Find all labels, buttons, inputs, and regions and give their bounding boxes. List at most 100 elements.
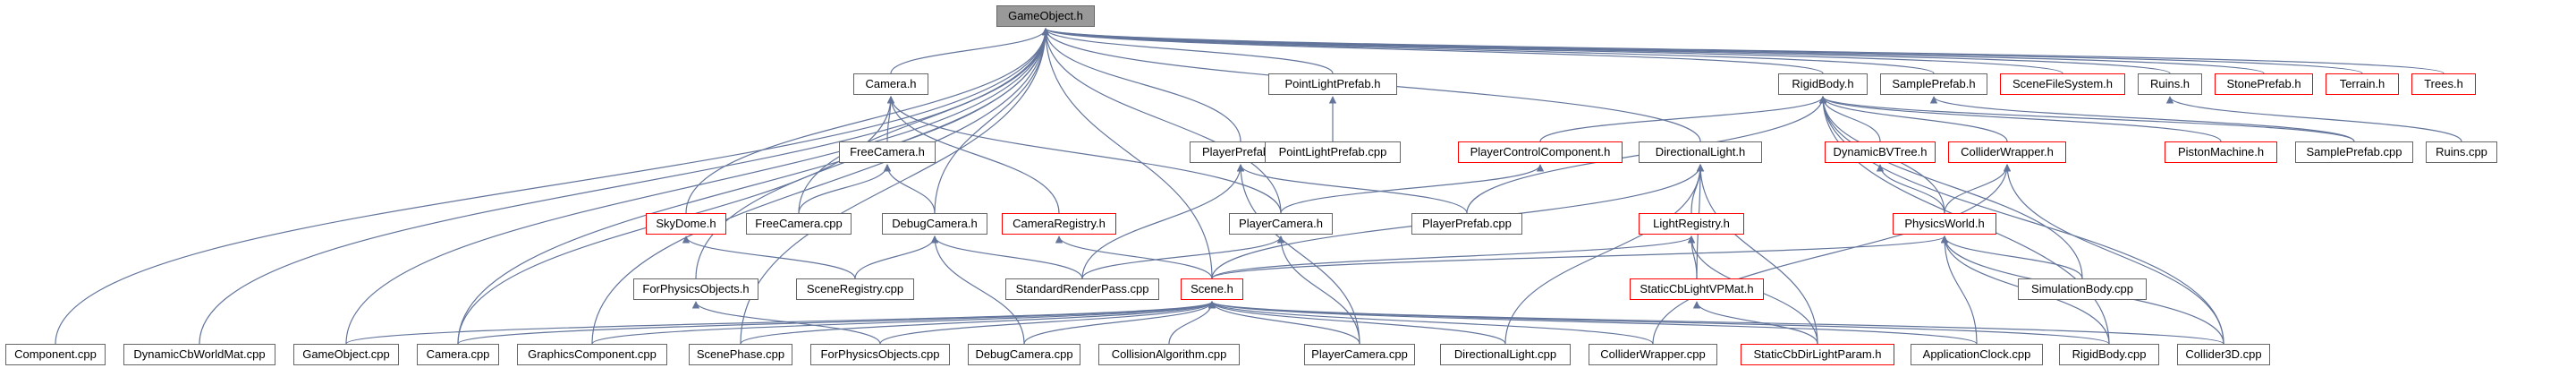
edge-rigidbody_h-playercontrolcomponent_h — [1539, 96, 1827, 142]
node-dynamicbvtree-h[interactable]: DynamicBVTree.h — [1825, 141, 1936, 163]
node-debugcamera-cpp[interactable]: DebugCamera.cpp — [968, 344, 1080, 365]
node-directionallight-cpp[interactable]: DirectionalLight.cpp — [1440, 344, 1571, 365]
edge-scene_h-debugcamera_cpp — [1023, 301, 1216, 345]
edge-debugcamera_h-standardrenderpass_cpp — [930, 235, 1083, 279]
node-trees-h[interactable]: Trees.h — [2411, 73, 2476, 95]
edge-physicsworld_h-scene_h — [1211, 235, 1948, 279]
node-lightregistry-h[interactable]: LightRegistry.h — [1639, 213, 1744, 235]
edge-scene_h-collider3d_cpp — [1208, 301, 2224, 345]
edge-playerprefab_h-playerprefab_cpp — [1236, 164, 1468, 214]
edge-lightregistry_h-scene_h — [1211, 235, 1696, 279]
node-sampleprefab-cpp[interactable]: SamplePrefab.cpp — [2295, 141, 2413, 163]
edge-dynamicbvtree_h-physicsworld_h — [1876, 164, 1945, 214]
edge-debugcamera_h-sceneregistry_cpp — [854, 235, 939, 279]
node-pistonmachine-h[interactable]: PistonMachine.h — [2165, 141, 2277, 163]
node-component-cpp[interactable]: Component.cpp — [5, 344, 106, 365]
node-playercamera-cpp[interactable]: PlayerCamera.cpp — [1304, 344, 1415, 365]
node-applicationclock-cpp[interactable]: ApplicationClock.cpp — [1911, 344, 2043, 365]
edge-playerprefab_h-playercamera_cpp — [1236, 164, 1360, 345]
edge-freecamera_h-debugcamera_h — [883, 164, 936, 214]
node-collisionalgorithm-cpp[interactable]: CollisionAlgorithm.cpp — [1098, 344, 1240, 365]
edge-gameobject_h-debugcamera_h — [934, 28, 1050, 214]
node-gameobject-h[interactable]: GameObject.h — [996, 5, 1095, 27]
node-playercontrolcomponent-h[interactable]: PlayerControlComponent.h — [1458, 141, 1623, 163]
node-ruins-h[interactable]: Ruins.h — [2138, 73, 2202, 95]
node-camera-cpp[interactable]: Camera.cpp — [417, 344, 499, 365]
edge-gameobject_h-sampleprefab_h — [1042, 28, 1935, 74]
edge-forphysicsobjects_h-forphysicsobjects_cpp — [691, 301, 881, 345]
edge-colliderwrapper_h-colliderwrapper_cpp — [1652, 164, 2012, 345]
node-debugcamera-h[interactable]: DebugCamera.h — [882, 213, 987, 235]
node-collider3d-cpp[interactable]: Collider3D.cpp — [2177, 344, 2270, 365]
node-gameobject-cpp[interactable]: GameObject.cpp — [293, 344, 399, 365]
edge-camera_h-playercamera_h — [886, 96, 1282, 214]
node-scenefilesystem-h[interactable]: SceneFileSystem.h — [2000, 73, 2125, 95]
edge-physicsworld_h-applicationclock_cpp — [1940, 235, 1978, 345]
edge-physicsworld_h-simulationbody_cpp — [1940, 235, 2083, 279]
edge-skydome_h-sceneregistry_cpp — [682, 235, 856, 279]
edge-gameobject_h-playerprefab_h — [1041, 28, 1241, 142]
edge-staticcblightvpmat_h-staticcbdirlightparam_h — [1692, 301, 1818, 345]
edge-gameobject_h-skydome_h — [685, 28, 1050, 214]
node-simulationbody-cpp[interactable]: SimulationBody.cpp — [2018, 278, 2147, 300]
edge-playercamera_h-playercamera_cpp — [1276, 235, 1360, 345]
node-stoneprefab-h[interactable]: StonePrefab.h — [2215, 73, 2313, 95]
edge-playercontrolcomponent_h-playercamera_h — [1280, 164, 1545, 214]
node-sceneregistry-cpp[interactable]: SceneRegistry.cpp — [796, 278, 914, 300]
edge-sampleprefab_h-sampleprefab_cpp — [1929, 96, 2355, 142]
edge-gameobject_h-scene_h — [1041, 28, 1213, 279]
edge-scene_h-applicationclock_cpp — [1208, 301, 1978, 345]
edge-gameobject_h-gameobject_cpp — [345, 28, 1050, 345]
edge-freecamera_h-freecamera_cpp — [798, 164, 892, 214]
edge-gameobject_h-freecamera_cpp — [798, 28, 1050, 214]
node-dynamiccbworldmat-cpp[interactable]: DynamicCbWorldMat.cpp — [123, 344, 275, 365]
edge-colliderwrapper_h-collider3d_cpp — [2003, 164, 2224, 345]
edge-debugcamera_h-debugcamera_cpp — [930, 235, 1025, 345]
node-graphicscomponent-cpp[interactable]: GraphicsComponent.cpp — [517, 344, 667, 365]
node-pointlightprefab-cpp[interactable]: PointLightPrefab.cpp — [1265, 141, 1401, 163]
edge-cameraregistry_h-scene_h — [1055, 235, 1213, 279]
node-forphysicsobjects-h[interactable]: ForPhysicsObjects.h — [633, 278, 758, 300]
edge-directionallight_h-staticcbdirlightparam_h — [1696, 164, 1818, 345]
node-cameraregistry-h[interactable]: CameraRegistry.h — [1002, 213, 1116, 235]
edge-camera_h-cameraregistry_h — [886, 96, 1060, 214]
node-terrain-h[interactable]: Terrain.h — [2326, 73, 2399, 95]
node-scene-h[interactable]: Scene.h — [1181, 278, 1243, 300]
edge-rigidbody_h-simulationbody_cpp — [1818, 96, 2083, 279]
edge-gameobject_h-rigidbody_h — [1042, 28, 1824, 74]
node-playercamera-h[interactable]: PlayerCamera.h — [1229, 213, 1333, 235]
edge-scene_h-directionallight_cpp — [1208, 301, 1506, 345]
node-staticcblightvpmat-h[interactable]: StaticCbLightVPMat.h — [1630, 278, 1764, 300]
node-ruins-cpp[interactable]: Ruins.cpp — [2426, 141, 2497, 163]
node-staticcbdirlightparam-h[interactable]: StaticCbDirLightParam.h — [1741, 344, 1894, 365]
node-rigidbody-cpp[interactable]: RigidBody.cpp — [2059, 344, 2159, 365]
edge-rigidbody_h-dynamicbvtree_h — [1818, 96, 1881, 142]
edge-gameobject_h-dynamiccbworldmat_cpp — [199, 28, 1050, 345]
node-standardrenderpass-cpp[interactable]: StandardRenderPass.cpp — [1005, 278, 1159, 300]
node-pointlightprefab-h[interactable]: PointLightPrefab.h — [1268, 73, 1397, 95]
node-colliderwrapper-h[interactable]: ColliderWrapper.h — [1948, 141, 2066, 163]
node-skydome-h[interactable]: SkyDome.h — [646, 213, 726, 235]
node-sampleprefab-h[interactable]: SamplePrefab.h — [1880, 73, 1987, 95]
node-physicsworld-h[interactable]: PhysicsWorld.h — [1893, 213, 1996, 235]
node-directionallight-h[interactable]: DirectionalLight.h — [1639, 141, 1762, 163]
edge-gameobject_h-camera_h — [890, 28, 1050, 74]
node-freecamera-cpp[interactable]: FreeCamera.cpp — [746, 213, 852, 235]
edge-scene_h-colliderwrapper_cpp — [1208, 301, 1654, 345]
edge-ruins_h-ruins_cpp — [2165, 96, 2462, 142]
edge-gameobject_h-playercamera_h — [1041, 28, 1282, 214]
node-forphysicsobjects-cpp[interactable]: ForPhysicsObjects.cpp — [810, 344, 950, 365]
edge-gameobject_h-trees_h — [1042, 28, 2445, 74]
edge-rigidbody_h-sampleprefab_cpp — [1818, 96, 2355, 142]
node-playerprefab-cpp[interactable]: PlayerPrefab.cpp — [1411, 213, 1522, 235]
edge-scene_h-playercamera_cpp — [1208, 301, 1360, 345]
edge-rigidbody_h-colliderwrapper_h — [1818, 96, 2008, 142]
edge-gameobject_h-graphicscomponent_cpp — [591, 28, 1050, 345]
edge-scene_h-gameobject_cpp — [345, 301, 1216, 345]
node-rigidbody-h[interactable]: RigidBody.h — [1778, 73, 1868, 95]
node-scenephase-cpp[interactable]: ScenePhase.cpp — [689, 344, 792, 365]
node-colliderwrapper-cpp[interactable]: ColliderWrapper.cpp — [1589, 344, 1717, 365]
node-freecamera-h[interactable]: FreeCamera.h — [839, 141, 936, 163]
node-camera-h[interactable]: Camera.h — [853, 73, 928, 95]
